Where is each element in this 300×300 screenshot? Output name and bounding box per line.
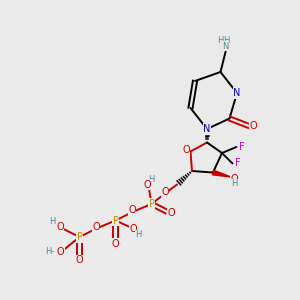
Text: H-: H- xyxy=(45,248,54,256)
Text: O: O xyxy=(57,247,64,257)
Text: O: O xyxy=(92,221,100,232)
Text: H: H xyxy=(49,217,55,226)
Text: P: P xyxy=(76,232,82,242)
Text: H: H xyxy=(148,176,154,184)
Text: H: H xyxy=(217,36,223,45)
Text: O: O xyxy=(182,145,190,155)
Text: H: H xyxy=(231,179,237,188)
Text: P: P xyxy=(112,215,118,226)
Text: O: O xyxy=(250,121,257,131)
Text: N: N xyxy=(203,124,211,134)
Text: O: O xyxy=(230,173,238,184)
Polygon shape xyxy=(212,170,231,177)
Text: P: P xyxy=(148,199,154,209)
Text: O: O xyxy=(112,239,119,249)
Text: H: H xyxy=(223,36,230,45)
Text: F: F xyxy=(239,142,244,152)
Text: O: O xyxy=(56,221,64,232)
Text: O: O xyxy=(161,187,169,197)
Text: N: N xyxy=(222,42,228,51)
Text: O: O xyxy=(143,179,151,190)
Text: O: O xyxy=(128,205,136,215)
Text: O: O xyxy=(76,255,83,266)
Text: N: N xyxy=(233,88,241,98)
Text: O: O xyxy=(130,224,137,235)
Text: F: F xyxy=(235,158,241,169)
Text: H: H xyxy=(135,230,142,239)
Text: O: O xyxy=(167,208,175,218)
